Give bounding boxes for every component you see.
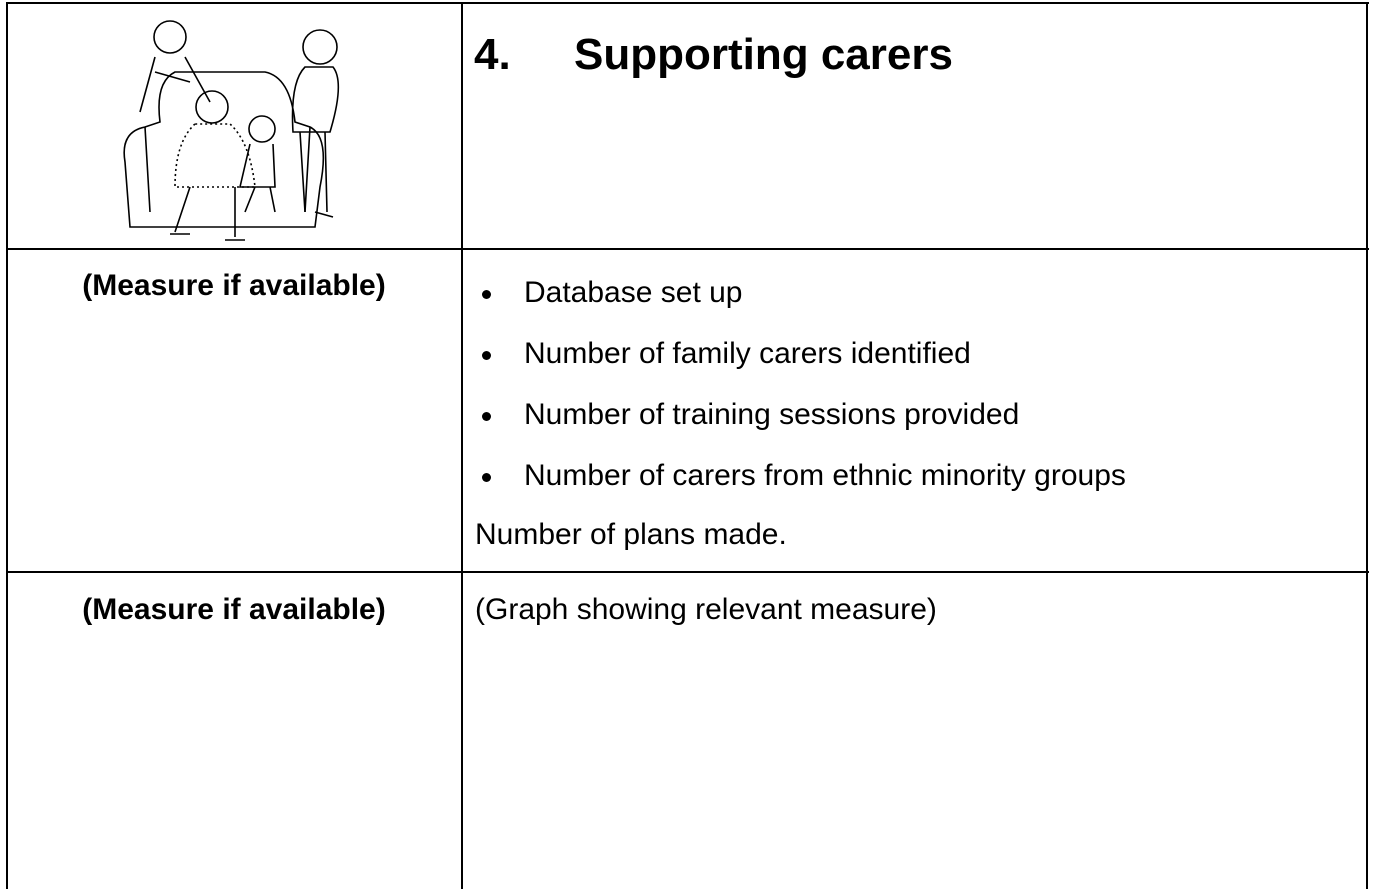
border [6, 2, 1369, 4]
border [1366, 2, 1368, 889]
border [461, 2, 463, 889]
row-label: (Measure if available) [82, 269, 386, 302]
border [6, 248, 1369, 250]
note: Number of plans made. [475, 518, 787, 551]
bullet [482, 412, 491, 421]
row-label: (Measure if available) [82, 593, 386, 626]
section-number: 4. [474, 30, 511, 79]
illustration [123, 20, 340, 241]
list-item: Database set up [524, 276, 743, 309]
list-item: Number of training sessions provided [524, 398, 1020, 431]
bullet [482, 473, 491, 482]
cell-text: (Graph showing relevant measure) [475, 593, 937, 626]
list-item: Number of carers from ethnic minority gr… [524, 459, 1126, 492]
border [6, 571, 1369, 573]
bullet [482, 351, 491, 360]
list-item: Number of family carers identified [524, 337, 971, 370]
bullet [482, 290, 491, 299]
section-title: Supporting carers [574, 30, 953, 79]
border [6, 2, 8, 889]
